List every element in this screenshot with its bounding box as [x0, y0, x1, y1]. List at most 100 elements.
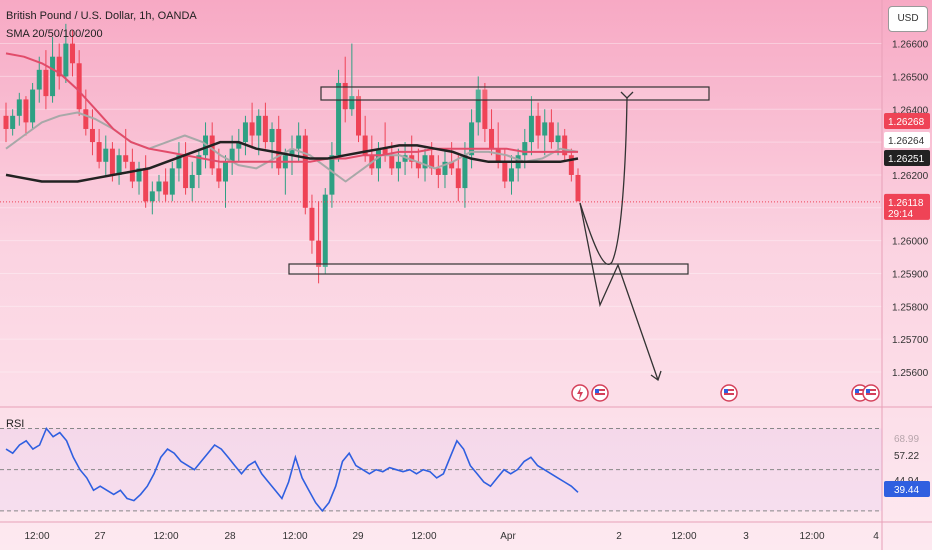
flag-canton [595, 389, 599, 393]
time-tick-label: 29 [352, 531, 364, 542]
candle-up [189, 174, 195, 189]
candle-up [508, 168, 514, 182]
rsi-value-label: 39.44 [894, 485, 919, 496]
bearish-arrowhead [650, 370, 662, 382]
candle-down [575, 174, 581, 202]
candle-up [442, 161, 448, 175]
rsi-value-badge [884, 481, 930, 497]
countdown-label: 29:14 [888, 209, 913, 220]
candle-down [143, 168, 149, 202]
candle-down [429, 155, 435, 169]
candle-up [289, 148, 295, 156]
price-tick-label: 1.25800 [892, 302, 929, 313]
sma-red-line [5, 52, 578, 163]
rsi-label: RSI [6, 418, 25, 430]
candle-down [495, 148, 501, 162]
candle-down [455, 168, 461, 189]
candle-up [103, 148, 109, 162]
candle-down [262, 115, 268, 143]
flag-canton [724, 389, 728, 393]
time-tick-label: 12:00 [153, 531, 178, 542]
candle-up [236, 142, 242, 149]
candle-down [216, 168, 222, 182]
flag-stripe [724, 393, 734, 395]
candle-down [109, 148, 115, 175]
candle-down [409, 155, 415, 162]
candle-down [568, 155, 574, 175]
currency-button[interactable]: USD [888, 6, 928, 32]
candle-down [482, 89, 488, 129]
candle-up [63, 43, 69, 77]
candle-down [43, 69, 49, 97]
candle-down [123, 155, 129, 162]
candle-down [83, 109, 89, 129]
price-tick-label: 1.26600 [892, 40, 929, 51]
time-tick-label: 12:00 [24, 531, 49, 542]
candle-up [222, 161, 228, 182]
candle-up [555, 135, 561, 143]
sma-gray-line [5, 111, 579, 183]
candle-up [36, 69, 42, 90]
price-tick-label: 1.26200 [892, 171, 929, 182]
candle-up [196, 155, 202, 175]
bullish-projection-curve [579, 97, 628, 265]
flag-canton [855, 389, 859, 393]
flag-stripe [595, 389, 605, 391]
price-badge-label: 1.26118 [888, 198, 924, 209]
bullish-arrowhead [620, 91, 634, 99]
price-badge [884, 113, 930, 129]
candle-up [422, 155, 428, 169]
price-tick-label: 1.25600 [892, 368, 929, 379]
candle-down [249, 122, 255, 136]
resistance-rectangle [320, 86, 710, 101]
candle-down [56, 56, 62, 77]
time-tick-label: 12:00 [799, 531, 824, 542]
sma-black-line [5, 140, 579, 183]
candle-up [149, 191, 155, 202]
candle-up [50, 56, 56, 97]
price-tick-label: 1.25900 [892, 269, 929, 280]
candle-up [349, 96, 355, 110]
candle-up [229, 148, 235, 162]
candle-up [30, 89, 36, 123]
candle-up [269, 128, 275, 143]
bearish-projection-path [579, 202, 659, 381]
candle-up [116, 155, 122, 175]
candle-up [542, 122, 548, 136]
candle-down [96, 142, 102, 162]
flag-stripe [595, 393, 605, 395]
candle-down [548, 122, 554, 143]
candle-down [209, 135, 215, 169]
flag-canton [866, 389, 870, 393]
time-tick-label: 12:00 [282, 531, 307, 542]
candle-down [449, 161, 455, 169]
time-tick-label: Apr [500, 531, 516, 542]
support-rectangle [288, 263, 689, 275]
candle-down [302, 135, 308, 208]
candle-up [296, 135, 302, 149]
flag-stripe [855, 389, 865, 391]
lightning-glyph [577, 387, 583, 400]
candle-up [395, 161, 401, 169]
flag-stripe [866, 389, 876, 391]
candle-down [389, 155, 395, 169]
candle-up [522, 142, 528, 156]
time-tick-label: 27 [94, 531, 106, 542]
candle-down [415, 161, 421, 169]
indicator-legend[interactable]: SMA 20/50/100/200 [6, 28, 103, 40]
candle-up [256, 115, 262, 136]
candle-down [89, 128, 95, 143]
flag-stripe [855, 393, 865, 395]
candle-up [336, 82, 342, 156]
candle-up [329, 155, 335, 195]
candle-down [362, 135, 368, 156]
time-tick-label: 12:00 [671, 531, 696, 542]
chart-title: British Pound / U.S. Dollar, 1h, OANDA [6, 10, 197, 22]
candle-down [163, 181, 169, 195]
candle-up [322, 194, 328, 267]
rsi-line [5, 426, 579, 513]
candle-down [3, 115, 9, 129]
candle-down [356, 96, 362, 136]
